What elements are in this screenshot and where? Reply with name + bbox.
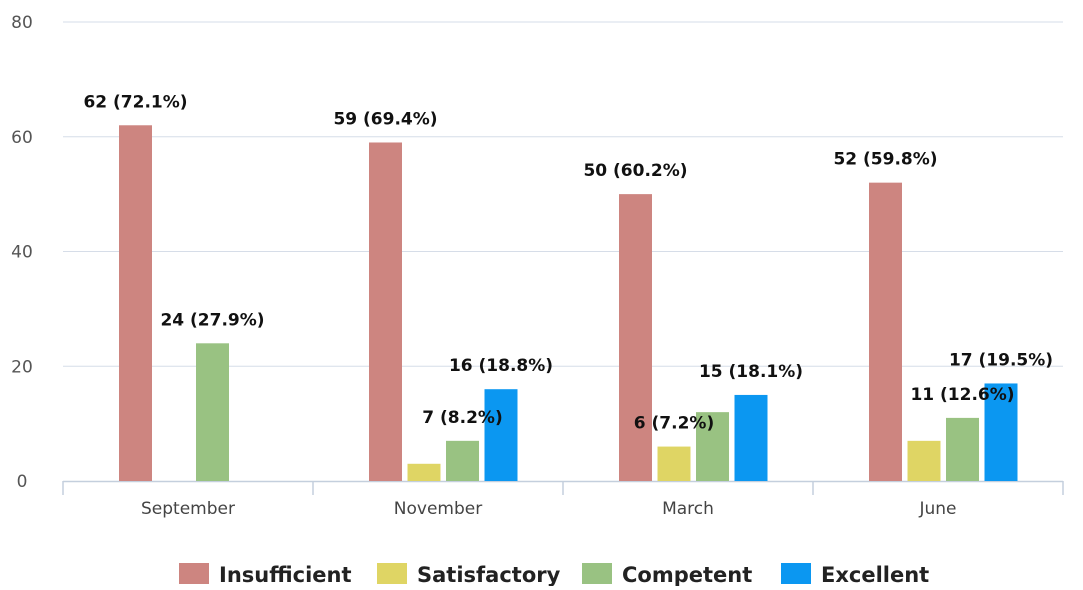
y-tick-label: 60 bbox=[11, 128, 33, 148]
data-label: 16 (18.8%) bbox=[449, 356, 553, 376]
x-tick-label: June bbox=[918, 499, 956, 519]
legend-label: Competent bbox=[622, 563, 752, 586]
data-label: 52 (59.8%) bbox=[833, 150, 937, 170]
legend-swatch bbox=[179, 563, 209, 584]
bar-insufficient-june[interactable] bbox=[869, 182, 902, 481]
x-tick-label: September bbox=[141, 499, 235, 519]
y-tick-label: 40 bbox=[11, 243, 33, 263]
bar-insufficient-november[interactable] bbox=[369, 142, 402, 482]
bar-satisfactory-november[interactable] bbox=[407, 463, 441, 481]
data-label: 6 (7.2%) bbox=[634, 414, 714, 434]
bar-competent-september[interactable] bbox=[196, 343, 229, 481]
legend-swatch bbox=[582, 563, 612, 584]
data-label: 7 (8.2%) bbox=[422, 408, 502, 428]
data-label: 62 (72.1%) bbox=[83, 92, 187, 112]
data-label: 24 (27.9%) bbox=[160, 310, 264, 330]
bar-competent-march[interactable] bbox=[696, 412, 729, 481]
y-tick-label: 0 bbox=[17, 472, 28, 492]
data-label: 59 (69.4%) bbox=[333, 109, 437, 129]
bar-satisfactory-june[interactable] bbox=[907, 440, 941, 481]
bar-competent-june[interactable] bbox=[946, 417, 979, 481]
bar-excellent-march[interactable] bbox=[734, 394, 768, 481]
legend-item-satisfactory[interactable]: Satisfactory bbox=[377, 563, 561, 587]
legend-swatch bbox=[377, 563, 407, 584]
bars bbox=[119, 125, 1018, 482]
legend[interactable]: Insufficient Satisfactory Competent Excelle… bbox=[179, 563, 929, 587]
bar-insufficient-september[interactable] bbox=[119, 125, 152, 482]
legend-item-competent[interactable]: Competent bbox=[582, 563, 752, 587]
legend-item-excellent[interactable]: Excellent bbox=[781, 563, 929, 587]
bar-competent-november[interactable] bbox=[446, 440, 479, 481]
legend-label: Insufficient bbox=[219, 563, 352, 586]
data-label: 50 (60.2%) bbox=[583, 161, 687, 181]
legend-label: Excellent bbox=[821, 563, 929, 586]
x-tick-label: November bbox=[394, 499, 482, 519]
y-tick-label: 20 bbox=[11, 357, 33, 377]
data-label: 17 (19.5%) bbox=[949, 350, 1053, 370]
legend-item-insufficient[interactable]: Insufficient bbox=[179, 563, 352, 587]
data-label: 11 (12.6%) bbox=[910, 385, 1014, 405]
legend-swatch bbox=[781, 563, 811, 584]
x-tick-label: March bbox=[662, 499, 714, 519]
x-axis: 0 20 40 60 80 September November March June bbox=[11, 13, 1064, 519]
bar-excellent-november[interactable] bbox=[484, 389, 518, 481]
bar-satisfactory-march[interactable] bbox=[657, 446, 691, 481]
legend-label: Satisfactory bbox=[417, 563, 561, 586]
data-labels: 62 (72.1%) 59 (69.4%) 50 (60.2%) 52 (59.8%)… bbox=[83, 92, 1053, 433]
bar-insufficient-march[interactable] bbox=[619, 194, 652, 481]
y-tick-label: 80 bbox=[11, 13, 33, 33]
data-label: 15 (18.1%) bbox=[699, 362, 803, 382]
bar-excellent-june[interactable] bbox=[984, 383, 1018, 481]
